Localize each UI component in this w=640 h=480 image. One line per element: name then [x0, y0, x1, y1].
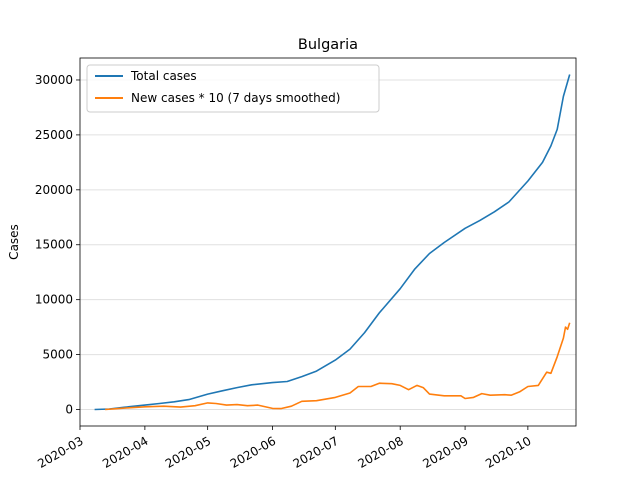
y-tick-label: 20000	[35, 183, 73, 197]
plot-lines	[94, 74, 571, 411]
y-tick-label: 25000	[35, 128, 73, 142]
y-tick-label: 5000	[42, 348, 73, 362]
gridlines	[80, 79, 576, 411]
legend: Total cases New cases * 10 (7 days smoot…	[86, 64, 380, 113]
series-line-total-cases	[94, 74, 571, 411]
plot-frame	[79, 57, 577, 427]
y-tick-label: 0	[65, 403, 73, 417]
y-axis-label: Cases	[7, 224, 21, 260]
y-tick-label: 30000	[35, 73, 73, 87]
legend-label-total-cases: Total cases	[130, 69, 197, 83]
y-tick-label: 15000	[35, 238, 73, 252]
legend-label-new-cases: New cases * 10 (7 days smoothed)	[131, 91, 340, 105]
legend-box	[86, 64, 380, 113]
y-axis: 0 5000 10000 15000 20000 25000 30000	[35, 73, 80, 417]
series-line-new-cases	[105, 322, 571, 411]
chart-title: Bulgaria	[298, 37, 358, 53]
y-tick-label: 10000	[35, 293, 73, 307]
